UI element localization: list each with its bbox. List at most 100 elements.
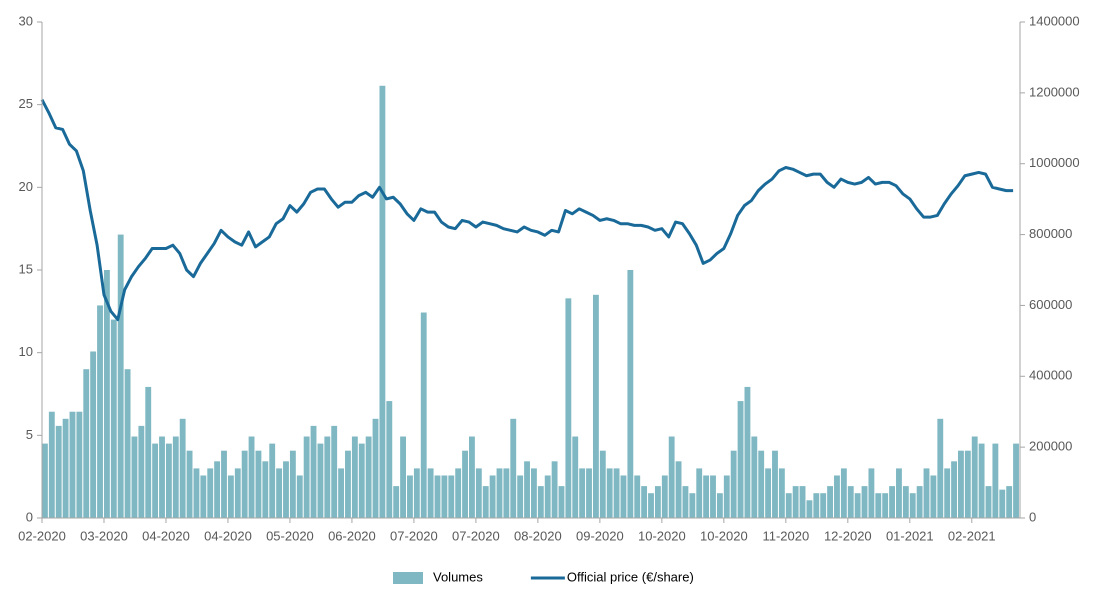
bar xyxy=(69,411,76,518)
bar xyxy=(765,468,772,518)
bar xyxy=(434,475,441,518)
bar xyxy=(269,443,276,518)
bar xyxy=(620,475,627,518)
bar xyxy=(840,468,847,518)
bar xyxy=(400,436,406,518)
legend-label: Official price (€/share) xyxy=(567,569,694,584)
y2-tick-label: 800000 xyxy=(1029,226,1072,241)
bar xyxy=(544,475,551,518)
x-tick-label: 02-2021 xyxy=(948,528,996,543)
bar xyxy=(792,486,799,518)
bar xyxy=(462,450,468,518)
bar xyxy=(200,475,207,518)
bar xyxy=(778,468,785,518)
bar xyxy=(289,450,296,518)
bar xyxy=(227,475,234,518)
bar xyxy=(331,425,338,518)
bar xyxy=(648,493,654,518)
bar xyxy=(944,468,951,518)
bar xyxy=(455,468,462,518)
bar xyxy=(152,443,159,518)
bar xyxy=(696,468,703,518)
bar xyxy=(902,486,909,518)
bar xyxy=(76,411,83,518)
bar xyxy=(496,468,503,518)
bar xyxy=(627,270,634,518)
bar xyxy=(875,493,882,518)
bar xyxy=(117,234,124,519)
bar xyxy=(909,493,916,518)
x-tick-label: 10-2020 xyxy=(638,528,686,543)
bar xyxy=(682,486,689,518)
bar xyxy=(586,468,592,518)
bar xyxy=(413,468,420,518)
bar xyxy=(689,493,696,518)
bar xyxy=(324,436,331,518)
bar xyxy=(83,369,90,518)
y2-tick-label: 200000 xyxy=(1029,439,1072,454)
x-tick-label: 10-2020 xyxy=(700,528,748,543)
bar xyxy=(854,493,861,518)
bar xyxy=(365,436,372,518)
x-tick-label: 07-2020 xyxy=(390,528,438,543)
bar xyxy=(716,493,723,518)
bar xyxy=(537,486,544,518)
bar xyxy=(606,468,613,518)
bar xyxy=(427,468,434,518)
x-tick-label: 12-2020 xyxy=(824,528,872,543)
bar xyxy=(675,461,682,518)
bar xyxy=(868,468,875,518)
bar xyxy=(475,468,482,518)
bar xyxy=(654,486,661,518)
bar xyxy=(737,401,744,518)
bar xyxy=(723,475,730,518)
bar xyxy=(241,450,248,518)
bar xyxy=(165,443,172,518)
bar xyxy=(806,500,813,518)
bar xyxy=(730,450,737,518)
bar xyxy=(531,468,537,518)
bar xyxy=(42,443,48,518)
bar xyxy=(276,468,283,518)
bar xyxy=(103,270,110,518)
bar xyxy=(221,450,227,518)
x-tick-label: 03-2020 xyxy=(80,528,128,543)
bar xyxy=(407,475,413,518)
x-tick-label: 04-2020 xyxy=(142,528,190,543)
bar xyxy=(668,436,675,518)
bar xyxy=(572,436,579,518)
bar xyxy=(179,418,186,518)
bar xyxy=(758,450,765,518)
bar xyxy=(861,486,868,518)
bar xyxy=(916,486,923,518)
bar xyxy=(138,425,145,518)
bar xyxy=(379,85,386,519)
bar xyxy=(889,486,895,518)
bar xyxy=(214,461,221,518)
bar xyxy=(834,475,840,518)
bar xyxy=(661,475,668,518)
bar xyxy=(579,468,586,518)
x-tick-label: 04-2020 xyxy=(204,528,252,543)
y2-tick-label: 1000000 xyxy=(1029,155,1080,170)
bar xyxy=(958,450,964,518)
bar xyxy=(785,493,792,518)
bar xyxy=(310,425,317,518)
bar xyxy=(613,468,620,518)
bar xyxy=(1013,443,1019,518)
bar xyxy=(641,486,648,518)
x-tick-label: 01-2021 xyxy=(886,528,934,543)
bar xyxy=(896,468,902,518)
y2-tick-label: 600000 xyxy=(1029,297,1072,312)
bar xyxy=(951,461,957,518)
bar xyxy=(441,475,448,518)
bar xyxy=(999,489,1006,518)
x-tick-label: 08-2020 xyxy=(514,528,562,543)
bar xyxy=(634,475,641,518)
bar xyxy=(262,461,269,518)
bar xyxy=(992,443,999,518)
bar xyxy=(489,475,496,518)
bar xyxy=(131,436,138,518)
